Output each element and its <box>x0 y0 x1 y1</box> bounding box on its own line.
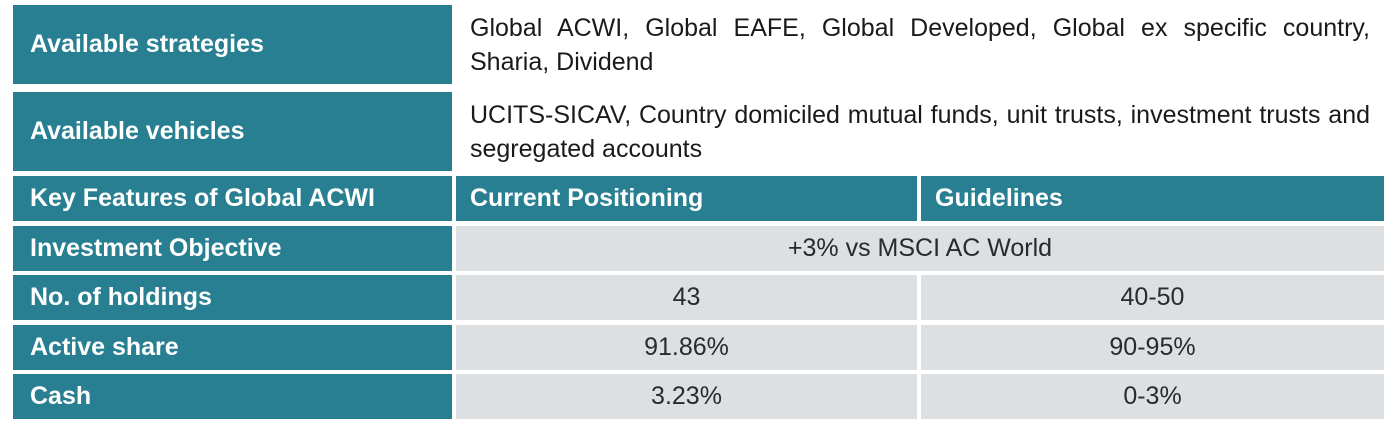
vehicles-value: UCITS-SICAV, Country domiciled mutual fu… <box>456 92 1384 171</box>
header-key-features: Key Features of Global ACWI <box>13 176 452 221</box>
objective-label: Investment Objective <box>13 226 452 271</box>
vehicles-label: Available vehicles <box>13 92 452 171</box>
strategies-label: Available strategies <box>13 5 452 84</box>
cash-label: Cash <box>13 374 452 419</box>
header-guidelines: Guidelines <box>921 176 1384 221</box>
strategies-value: Global ACWI, Global EAFE, Global Develop… <box>456 5 1384 84</box>
holdings-label: No. of holdings <box>13 275 452 320</box>
header-current-positioning: Current Positioning <box>456 176 917 221</box>
active-share-label: Active share <box>13 325 452 370</box>
holdings-guideline: 40-50 <box>921 275 1384 320</box>
holdings-current: 43 <box>456 275 917 320</box>
active-share-current: 91.86% <box>456 325 917 370</box>
cash-guideline: 0-3% <box>921 374 1384 419</box>
objective-value: +3% vs MSCI AC World <box>456 226 1384 271</box>
active-share-guideline: 90-95% <box>921 325 1384 370</box>
cash-current: 3.23% <box>456 374 917 419</box>
